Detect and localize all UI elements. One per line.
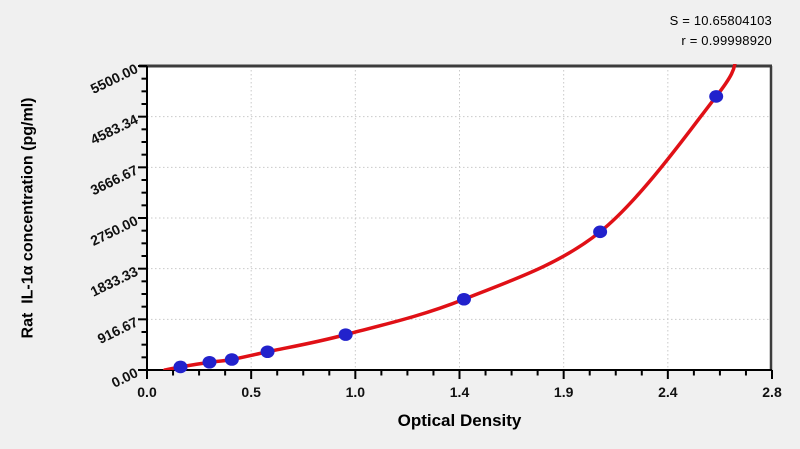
s-value-text: S = 10.65804103 — [669, 13, 772, 28]
y-tick-label: 0.00 — [109, 364, 141, 390]
x-tick-label: 0.5 — [241, 384, 261, 400]
x-tick-label: 1.0 — [346, 384, 366, 400]
data-point-marker — [709, 90, 724, 103]
y-tick-label: 916.67 — [95, 314, 141, 347]
x-tick-label: 2.8 — [762, 384, 782, 400]
x-tick-label: 0.0 — [137, 384, 157, 400]
data-point-marker — [260, 345, 275, 359]
r-value-text: r = 0.99998920 — [681, 33, 772, 48]
data-point-marker — [202, 355, 217, 369]
data-point-marker — [173, 360, 188, 374]
x-axis-title: Optical Density — [397, 411, 522, 430]
y-tick-label: 2750.00 — [88, 212, 141, 249]
data-point-marker — [593, 225, 608, 239]
data-point-marker — [338, 328, 353, 341]
x-tick-label: 2.4 — [658, 384, 678, 400]
fit-statistics: S = 10.65804103 r = 0.99998920 — [670, 11, 772, 51]
data-point-marker — [224, 353, 239, 366]
y-tick-label: 3666.67 — [88, 162, 141, 199]
data-point-marker — [456, 292, 471, 306]
y-tick-label: 1833.33 — [88, 263, 141, 300]
x-tick-label: 1.4 — [450, 384, 470, 400]
y-tick-label: 4583.34 — [88, 111, 141, 148]
y-tick-label: 5500.00 — [88, 60, 141, 97]
x-tick-label: 1.9 — [554, 384, 574, 400]
